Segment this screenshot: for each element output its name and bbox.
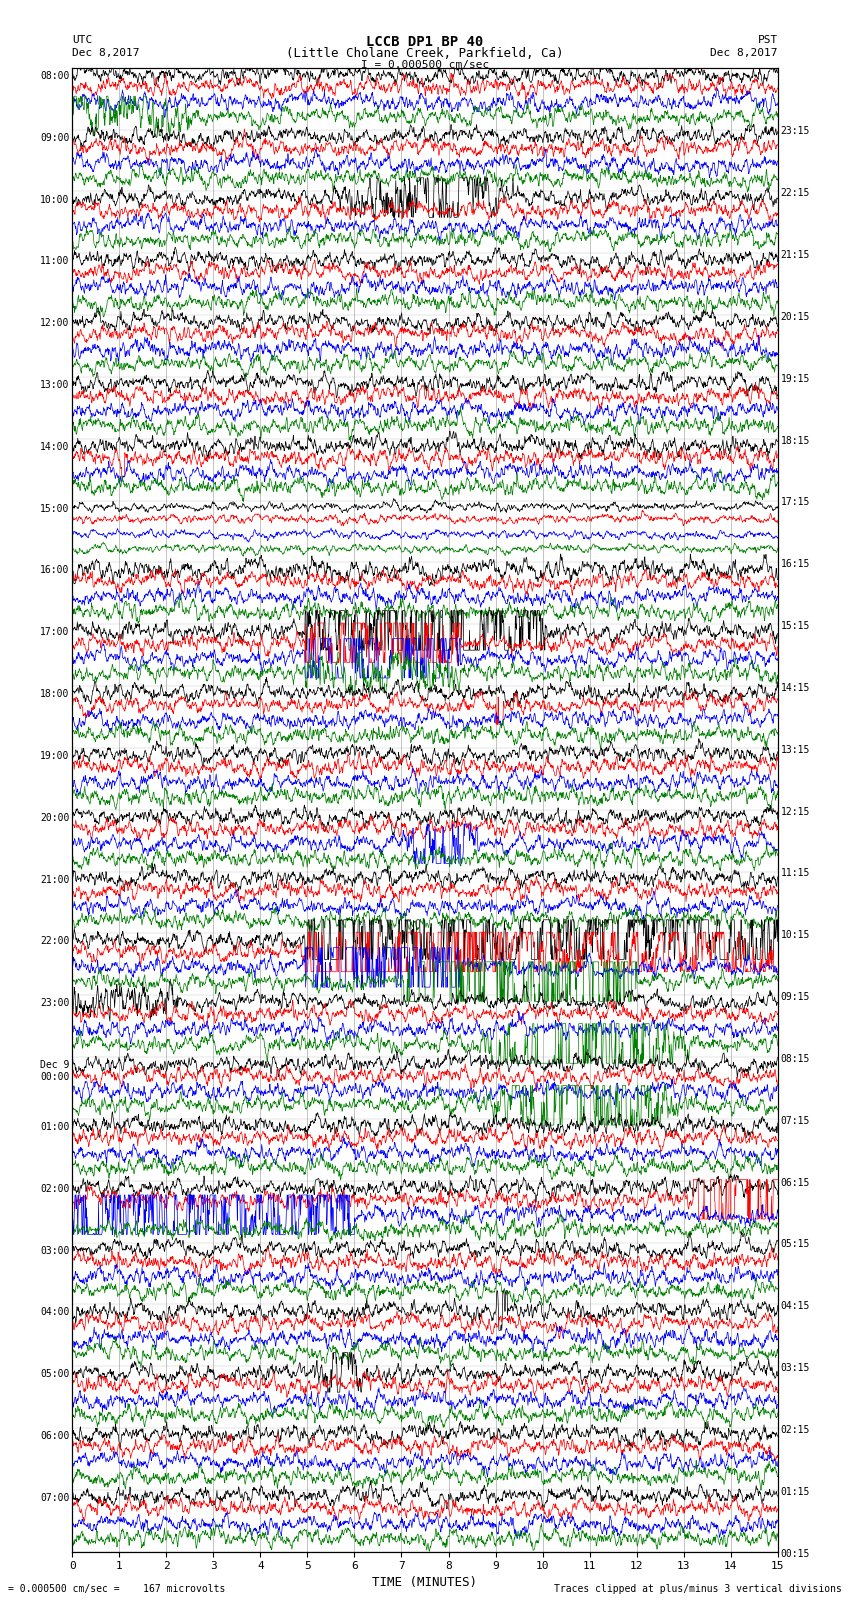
Text: PST: PST: [757, 35, 778, 45]
Text: Traces clipped at plus/minus 3 vertical divisions: Traces clipped at plus/minus 3 vertical …: [553, 1584, 842, 1594]
Text: Dec 8,2017: Dec 8,2017: [72, 48, 139, 58]
Text: (Little Cholane Creek, Parkfield, Ca): (Little Cholane Creek, Parkfield, Ca): [286, 47, 564, 60]
Text: = 0.000500 cm/sec =    167 microvolts: = 0.000500 cm/sec = 167 microvolts: [8, 1584, 226, 1594]
X-axis label: TIME (MINUTES): TIME (MINUTES): [372, 1576, 478, 1589]
Text: I = 0.000500 cm/sec: I = 0.000500 cm/sec: [361, 60, 489, 71]
Text: UTC: UTC: [72, 35, 93, 45]
Text: LCCB DP1 BP 40: LCCB DP1 BP 40: [366, 35, 484, 50]
Text: Dec 8,2017: Dec 8,2017: [711, 48, 778, 58]
